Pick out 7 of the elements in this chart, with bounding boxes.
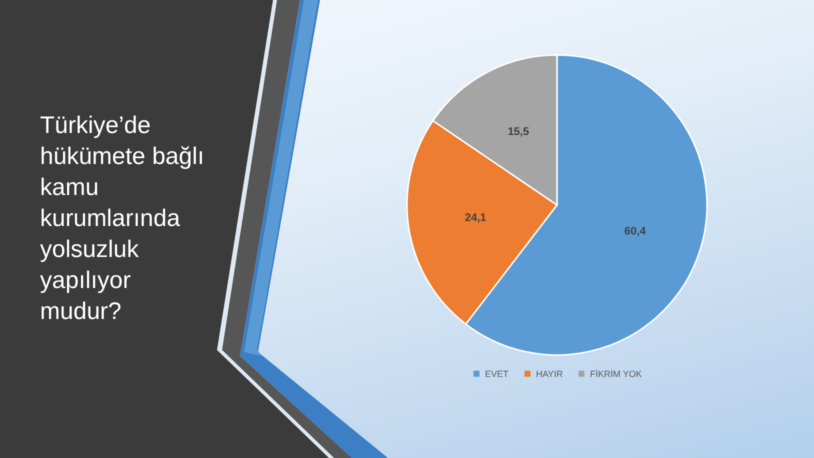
data-label: 15,5 [508, 126, 530, 138]
legend-label: FİKRİM YOK [590, 368, 642, 379]
legend-label: HAYIR [536, 368, 564, 379]
data-label: 24,1 [464, 212, 486, 224]
text: Türkiye’de hükümete bağlı kamu kurumlarında yolsuzluk yapılıyor mudur? [40, 111, 206, 327]
data-label: 60,4 [624, 225, 647, 238]
legend-label: EVET [485, 368, 510, 379]
